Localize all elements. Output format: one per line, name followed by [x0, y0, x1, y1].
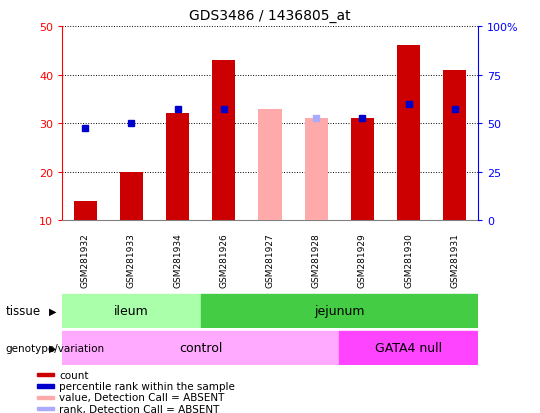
Bar: [120, 173, 143, 221]
Bar: [443, 71, 467, 221]
Text: GSM281934: GSM281934: [173, 233, 182, 287]
Text: count: count: [59, 370, 89, 380]
Text: GSM281930: GSM281930: [404, 233, 413, 287]
Text: ▶: ▶: [49, 306, 56, 316]
Text: value, Detection Call = ABSENT: value, Detection Call = ABSENT: [59, 392, 225, 402]
Text: rank, Detection Call = ABSENT: rank, Detection Call = ABSENT: [59, 404, 220, 413]
Text: GSM281929: GSM281929: [358, 233, 367, 287]
Text: ileum: ileum: [114, 304, 149, 317]
Bar: [62, 294, 201, 328]
Text: GSM281932: GSM281932: [80, 233, 90, 287]
Bar: [73, 202, 97, 221]
Bar: [37, 373, 55, 377]
Bar: [351, 119, 374, 221]
Bar: [259, 109, 281, 221]
Text: GSM281926: GSM281926: [219, 233, 228, 287]
Bar: [37, 385, 55, 388]
Title: GDS3486 / 1436805_at: GDS3486 / 1436805_at: [189, 9, 351, 23]
Bar: [305, 119, 328, 221]
Bar: [37, 396, 55, 399]
Bar: [166, 114, 189, 221]
Text: GSM281931: GSM281931: [450, 233, 460, 287]
Text: genotype/variation: genotype/variation: [5, 343, 105, 353]
Bar: [37, 407, 55, 411]
Bar: [201, 294, 478, 328]
Text: jejunum: jejunum: [314, 304, 364, 317]
Text: control: control: [179, 342, 222, 354]
Text: tissue: tissue: [5, 304, 40, 317]
Text: GSM281927: GSM281927: [266, 233, 274, 287]
Text: GSM281928: GSM281928: [312, 233, 321, 287]
Bar: [212, 61, 235, 221]
Text: percentile rank within the sample: percentile rank within the sample: [59, 381, 235, 391]
Bar: [62, 331, 339, 365]
Text: ▶: ▶: [49, 343, 56, 353]
Bar: [339, 331, 478, 365]
Bar: [397, 46, 420, 221]
Text: GSM281933: GSM281933: [127, 233, 136, 287]
Text: GATA4 null: GATA4 null: [375, 342, 442, 354]
